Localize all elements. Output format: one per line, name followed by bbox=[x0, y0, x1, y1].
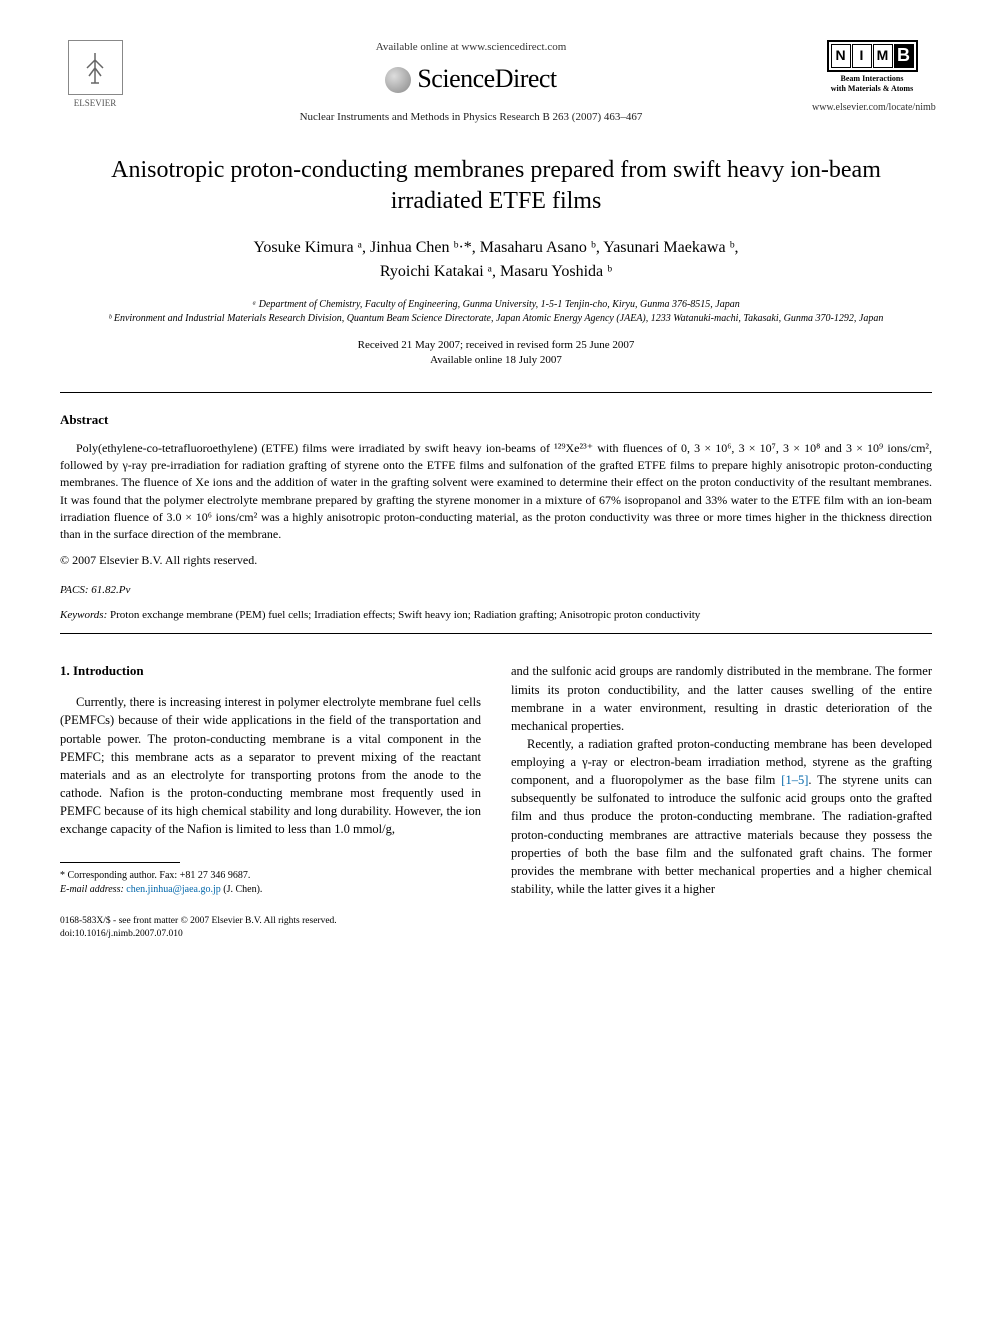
footer-copyright: 0168-583X/$ - see front matter © 2007 El… bbox=[60, 915, 481, 927]
article-title: Anisotropic proton-conducting membranes … bbox=[100, 155, 892, 217]
available-online-text: Available online at www.sciencedirect.co… bbox=[130, 40, 812, 55]
sciencedirect-text: ScienceDirect bbox=[417, 61, 556, 97]
authors-line-2: Ryoichi Katakai ᵃ, Masaru Yoshida ᵇ bbox=[60, 260, 932, 284]
nimb-logo-box: N I M B Beam Interactions with Materials… bbox=[812, 40, 932, 115]
affiliation-a: ᵃ Department of Chemistry, Faculty of En… bbox=[60, 298, 932, 312]
ref-link-1-5[interactable]: [1–5] bbox=[781, 773, 808, 787]
authors-line-1: Yosuke Kimura ᵃ, Jinhua Chen ᵇ·*, Masaha… bbox=[60, 236, 932, 260]
footnote-block: * Corresponding author. Fax: +81 27 346 … bbox=[60, 869, 481, 897]
nimb-i: I bbox=[852, 44, 872, 68]
date-available: Available online 18 July 2007 bbox=[60, 353, 932, 368]
email-address[interactable]: chen.jinhua@jaea.go.jp bbox=[126, 884, 220, 895]
keywords-line: Keywords: Proton exchange membrane (PEM)… bbox=[60, 608, 932, 623]
intro-paragraph-3: Recently, a radiation grafted proton-con… bbox=[511, 735, 932, 898]
journal-url: www.elsevier.com/locate/nimb bbox=[812, 101, 932, 115]
keywords-label: Keywords: bbox=[60, 609, 107, 621]
section-1-heading: 1. Introduction bbox=[60, 662, 481, 681]
abstract-copyright: © 2007 Elsevier B.V. All rights reserved… bbox=[60, 552, 932, 569]
column-left: 1. Introduction Currently, there is incr… bbox=[60, 662, 481, 940]
intro-paragraph-2: and the sulfonic acid groups are randoml… bbox=[511, 662, 932, 735]
nimb-m: M bbox=[873, 44, 893, 68]
intro-paragraph-1: Currently, there is increasing interest … bbox=[60, 693, 481, 838]
nimb-subtitle-2: with Materials & Atoms bbox=[812, 84, 932, 94]
body-columns: 1. Introduction Currently, there is incr… bbox=[60, 662, 932, 940]
footer-doi: doi:10.1016/j.nimb.2007.07.010 bbox=[60, 928, 481, 940]
date-received: Received 21 May 2007; received in revise… bbox=[60, 338, 932, 353]
rule-bottom bbox=[60, 633, 932, 634]
nimb-b: B bbox=[894, 44, 914, 68]
sciencedirect-logo: ScienceDirect bbox=[130, 61, 812, 97]
column-right: and the sulfonic acid groups are randoml… bbox=[511, 662, 932, 940]
pacs-value: 61.82.Pv bbox=[91, 584, 130, 596]
footnote-separator bbox=[60, 862, 180, 863]
pacs-label: PACS: bbox=[60, 584, 89, 596]
abstract-text: Poly(ethylene-co-tetrafluoroethylene) (E… bbox=[60, 440, 932, 544]
email-line: E-mail address: chen.jinhua@jaea.go.jp (… bbox=[60, 883, 481, 897]
rule-top bbox=[60, 392, 932, 393]
nimb-subtitle-1: Beam Interactions bbox=[812, 74, 932, 84]
journal-reference: Nuclear Instruments and Methods in Physi… bbox=[130, 110, 812, 125]
dates: Received 21 May 2007; received in revise… bbox=[60, 338, 932, 369]
intro-p3-b: . The styrene units can subsequently be … bbox=[511, 773, 932, 896]
email-person: (J. Chen). bbox=[223, 884, 262, 895]
sciencedirect-icon bbox=[385, 67, 411, 93]
pacs-line: PACS: 61.82.Pv bbox=[60, 583, 932, 598]
keywords-value: Proton exchange membrane (PEM) fuel cell… bbox=[110, 609, 700, 621]
footer-info: 0168-583X/$ - see front matter © 2007 El… bbox=[60, 915, 481, 940]
corresponding-author: * Corresponding author. Fax: +81 27 346 … bbox=[60, 869, 481, 883]
center-header: Available online at www.sciencedirect.co… bbox=[130, 40, 812, 125]
nimb-n: N bbox=[831, 44, 851, 68]
elsevier-logo: ELSEVIER bbox=[60, 40, 130, 110]
nimb-letters: N I M B bbox=[827, 40, 918, 72]
affiliations: ᵃ Department of Chemistry, Faculty of En… bbox=[60, 298, 932, 326]
elsevier-label: ELSEVIER bbox=[74, 97, 117, 110]
abstract-heading: Abstract bbox=[60, 411, 932, 429]
affiliation-b: ᵇ Environment and Industrial Materials R… bbox=[60, 312, 932, 326]
email-label: E-mail address: bbox=[60, 884, 124, 895]
elsevier-tree-icon bbox=[68, 40, 123, 95]
header-row: ELSEVIER Available online at www.science… bbox=[60, 40, 932, 125]
authors: Yosuke Kimura ᵃ, Jinhua Chen ᵇ·*, Masaha… bbox=[60, 236, 932, 284]
